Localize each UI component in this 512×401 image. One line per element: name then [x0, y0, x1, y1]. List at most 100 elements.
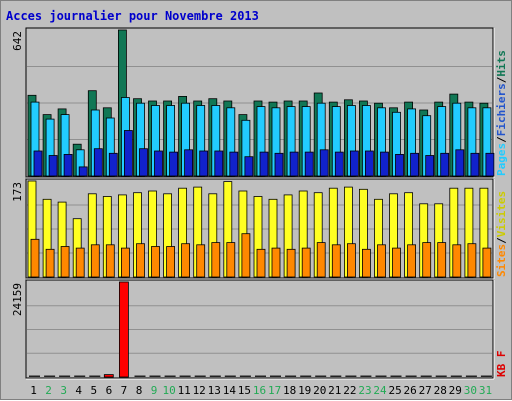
bar-kb-f — [44, 375, 56, 377]
bar-kb-f — [164, 375, 176, 377]
x-tick-label: 25 — [388, 384, 401, 397]
bar-pages — [229, 151, 239, 177]
y-max-label: 24159 — [11, 283, 24, 316]
bar-kb-f — [29, 375, 40, 377]
bar-kb-f — [330, 375, 342, 377]
bar-kb-f — [209, 375, 221, 377]
bar-pages — [455, 149, 465, 177]
bar-kb-f — [300, 375, 312, 377]
bar-kb-f — [59, 375, 71, 377]
panel-traffic: 642 Pages/Fichiers/Hits — [11, 27, 508, 179]
bar-sites — [286, 248, 296, 278]
bar-pages — [199, 150, 209, 177]
bar-kb-f — [74, 375, 86, 377]
bar-pages — [470, 152, 480, 177]
x-tick-label: 5 — [90, 384, 97, 397]
bar-kb-f — [255, 375, 266, 377]
bar-sites — [30, 238, 40, 278]
bar-sites — [121, 247, 130, 278]
bar-sites — [90, 244, 100, 278]
bar-sites — [241, 233, 251, 278]
y-max-label: 642 — [11, 31, 24, 51]
legend-separator: / — [495, 76, 508, 83]
x-tick-label: 4 — [75, 384, 82, 397]
series-legend: KB F — [495, 351, 508, 378]
bar-kb-f — [450, 375, 462, 377]
bar-pages — [154, 150, 163, 177]
bar-sites — [331, 244, 341, 278]
bar-pages — [304, 151, 314, 177]
bar-sites — [316, 242, 326, 278]
bar-kb-f — [119, 281, 129, 378]
bar-sites — [60, 246, 70, 278]
bar-kb-f — [435, 375, 447, 377]
bar-sites — [271, 247, 281, 278]
legend-visites: Visites — [495, 191, 508, 237]
bar-pages — [93, 148, 103, 177]
x-tick-label: 24 — [373, 384, 387, 397]
chart-panels: 642Pages/Fichiers/Hits173Sites/Visites24… — [11, 27, 508, 397]
x-tick-label: 23 — [358, 384, 371, 397]
bar-sites — [452, 244, 462, 278]
bar-kb-f — [134, 375, 146, 377]
bar-pages — [380, 151, 389, 177]
bar-sites — [166, 246, 176, 278]
bar-pages — [78, 166, 88, 177]
bar-pages — [395, 153, 404, 177]
bar-sites — [392, 247, 401, 278]
bar-sites — [346, 243, 356, 278]
legend-separator: / — [495, 237, 508, 244]
bar-pages — [124, 130, 133, 177]
panel-kbytes: 24159 KB F — [11, 279, 508, 380]
bar-kb-f — [345, 375, 357, 377]
x-tick-label: 31 — [479, 384, 492, 397]
bar-sites — [136, 243, 145, 278]
bar-pages — [108, 152, 118, 177]
bar-pages — [214, 150, 224, 177]
x-tick-label: 17 — [268, 384, 281, 397]
bar-kb-f — [405, 375, 417, 377]
x-tick-label: 14 — [223, 384, 237, 397]
bar-pages — [319, 149, 329, 177]
x-tick-label: 21 — [328, 384, 341, 397]
bar-kb-f — [420, 375, 432, 377]
x-tick-label: 29 — [449, 384, 462, 397]
bar-pages — [485, 152, 495, 177]
legend-separator: / — [495, 136, 508, 143]
series-legend: Pages/Fichiers/Hits — [495, 50, 508, 176]
legend-fichiers: Fichiers — [495, 83, 508, 136]
x-tick-label: 8 — [136, 384, 143, 397]
bar-pages — [169, 151, 179, 177]
bar-kb-f — [375, 375, 387, 377]
bar-sites — [181, 243, 191, 278]
x-tick-label: 7 — [121, 384, 128, 397]
bar-pages — [289, 151, 299, 177]
bar-kb-f — [480, 375, 492, 377]
x-tick-label: 28 — [434, 384, 447, 397]
x-tick-label: 19 — [298, 384, 311, 397]
bar-sites — [361, 248, 371, 278]
x-tick-label: 22 — [343, 384, 356, 397]
x-tick-label: 6 — [106, 384, 113, 397]
panel-visitors: 173 Sites/Visites — [11, 178, 508, 280]
bar-kb-f — [315, 375, 327, 377]
x-tick-label: 3 — [60, 384, 67, 397]
bar-kb-f — [103, 374, 114, 378]
bar-pages — [184, 149, 194, 177]
bar-sites — [151, 246, 160, 278]
x-tick-label: 9 — [151, 384, 158, 397]
x-tick-label: 30 — [464, 384, 477, 397]
bar-pages — [274, 152, 284, 177]
bar-sites — [75, 247, 85, 278]
bar-kb-f — [270, 375, 281, 377]
x-tick-label: 18 — [283, 384, 296, 397]
bar-sites — [437, 242, 447, 278]
bar-kb-f — [149, 375, 161, 377]
x-tick-label: 26 — [403, 384, 416, 397]
x-tick-label: 15 — [238, 384, 251, 397]
bar-kb-f — [194, 375, 206, 377]
legend-sites: Sites — [495, 244, 508, 277]
bar-sites — [256, 248, 266, 278]
bar-kb-f — [360, 375, 372, 377]
